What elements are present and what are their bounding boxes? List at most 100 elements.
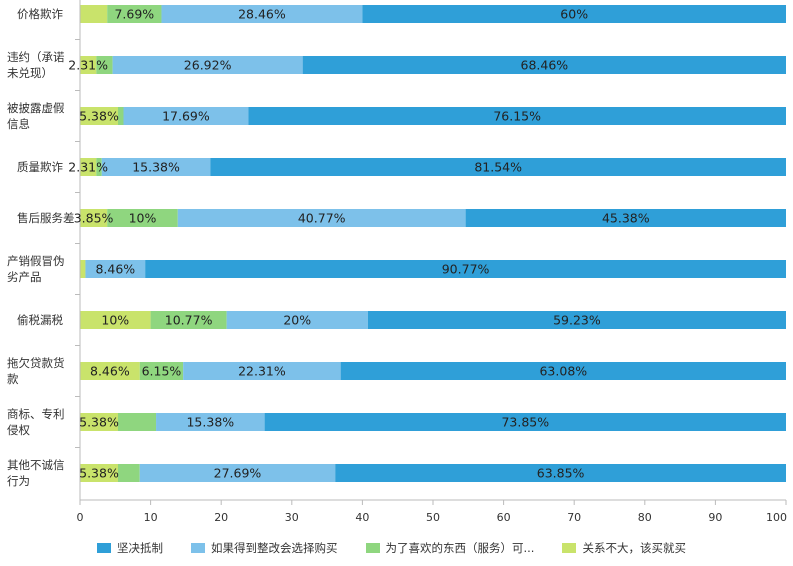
legend-label: 如果得到整改会选择购买 bbox=[211, 541, 338, 555]
x-tick-label: 90 bbox=[708, 511, 722, 524]
bar-segment bbox=[107, 5, 162, 23]
category-label: 被披露虚假信息 bbox=[7, 101, 65, 131]
data-label: 59.23% bbox=[553, 313, 601, 328]
x-tick-label: 80 bbox=[638, 511, 652, 524]
data-label: 3.85% bbox=[74, 211, 114, 226]
category-label-line: 未兑现） bbox=[7, 66, 53, 80]
x-tick-label: 50 bbox=[426, 511, 440, 524]
category-label-line: 款 bbox=[7, 372, 19, 386]
legend-item[interactable]: 如果得到整改会选择购买 bbox=[191, 540, 338, 556]
data-label: 22.31% bbox=[238, 364, 286, 379]
bar-segment bbox=[80, 158, 97, 176]
data-label: 2.31% bbox=[68, 160, 108, 175]
category-label-line: 质量欺诈 bbox=[17, 160, 63, 174]
bar-segment bbox=[96, 158, 102, 176]
axes: 0 10 20 30 40 50 60 70 80 90 100 bbox=[75, 0, 787, 524]
bar-segment bbox=[117, 107, 124, 125]
data-label: 15.38% bbox=[132, 160, 180, 175]
legend-swatch bbox=[562, 543, 577, 553]
bar-segment bbox=[335, 464, 786, 482]
data-label: 45.38% bbox=[602, 211, 650, 226]
category-label-line: 偷税漏税 bbox=[17, 313, 63, 327]
x-tick-label: 70 bbox=[567, 511, 581, 524]
category-label: 售后服务差 bbox=[17, 211, 75, 225]
legend-swatch bbox=[365, 543, 380, 553]
category-label: 偷税漏税 bbox=[17, 313, 63, 327]
category-label-line: 信息 bbox=[7, 117, 30, 131]
bar-segment bbox=[123, 107, 249, 125]
data-label: 63.85% bbox=[537, 466, 585, 481]
legend-item[interactable]: 关系不大，该买就买 bbox=[562, 540, 686, 556]
category-label-line: 拖欠贷款货 bbox=[7, 356, 65, 370]
x-tick-label: 0 bbox=[77, 511, 84, 524]
x-tick-label: 60 bbox=[497, 511, 511, 524]
bar-segment bbox=[145, 260, 786, 278]
data-label: 28.46% bbox=[238, 7, 286, 22]
category-label: 其他不诚信行为 bbox=[7, 458, 65, 488]
bar-segment bbox=[80, 5, 108, 23]
data-label: 26.92% bbox=[184, 58, 232, 73]
category-label-line: 商标、专利 bbox=[7, 407, 65, 421]
category-label-line: 劣产品 bbox=[7, 270, 42, 284]
bar-segment bbox=[367, 311, 786, 329]
bar-segment bbox=[340, 362, 786, 380]
bar-segment bbox=[139, 362, 184, 380]
category-label: 拖欠贷款货款 bbox=[7, 356, 65, 386]
bar-segment bbox=[80, 260, 86, 278]
x-tick-label: 40 bbox=[355, 511, 369, 524]
bar-segment bbox=[80, 56, 97, 74]
bar-segment bbox=[177, 209, 466, 227]
bar-segment bbox=[80, 464, 118, 482]
legend-label: 坚决抵制 bbox=[117, 541, 163, 555]
data-label: 5.38% bbox=[79, 466, 119, 481]
bar-segment bbox=[80, 362, 140, 380]
x-tick-label: 10 bbox=[144, 511, 158, 524]
data-label: 20% bbox=[283, 313, 311, 328]
bar-segment bbox=[101, 158, 211, 176]
legend-item[interactable]: 为了喜欢的东西（服务）可... bbox=[365, 540, 535, 556]
data-label: 60% bbox=[560, 7, 588, 22]
bar-segment bbox=[362, 5, 786, 23]
bar-segment bbox=[96, 56, 113, 74]
bar-segment bbox=[156, 413, 265, 431]
bar-segment bbox=[85, 260, 146, 278]
data-label: 8.46% bbox=[90, 364, 130, 379]
bar-segment bbox=[117, 413, 157, 431]
legend-item[interactable]: 坚决抵制 bbox=[97, 540, 163, 556]
legend-swatch bbox=[97, 543, 111, 553]
bar-segment bbox=[80, 311, 151, 329]
category-label-line: 产销假冒伪 bbox=[7, 254, 65, 268]
category-label-line: 价格欺诈 bbox=[17, 7, 63, 21]
data-label: 8.46% bbox=[95, 262, 135, 277]
bar-segment bbox=[302, 56, 786, 74]
bar-segment bbox=[226, 311, 368, 329]
category-label-line: 售后服务差 bbox=[17, 211, 75, 225]
x-tick-label: 30 bbox=[285, 511, 299, 524]
bar-segment bbox=[117, 464, 140, 482]
category-label-line: 行为 bbox=[7, 474, 30, 488]
bar-segment bbox=[107, 209, 178, 227]
bars-group bbox=[80, 5, 787, 482]
bar-segment bbox=[112, 56, 303, 74]
data-label: 17.69% bbox=[162, 109, 210, 124]
category-label-line: 被披露虚假 bbox=[7, 101, 65, 115]
data-labels: 7.69% 28.46% 60% 2.31% 26.92% 68.46% 5.38% 17.6… bbox=[68, 7, 649, 481]
data-label: 5.38% bbox=[79, 415, 119, 430]
data-label: 40.77% bbox=[298, 211, 346, 226]
category-label: 产销假冒伪劣产品 bbox=[7, 254, 65, 284]
data-label: 2.31% bbox=[68, 58, 108, 73]
category-label-line: 其他不诚信 bbox=[7, 458, 65, 472]
legend-label: 为了喜欢的东西（服务）可... bbox=[385, 541, 535, 555]
bar-segment bbox=[465, 209, 786, 227]
legend-swatch bbox=[191, 543, 205, 553]
data-label: 10.77% bbox=[165, 313, 213, 328]
bar-segment bbox=[248, 107, 787, 125]
category-label: 商标、专利侵权 bbox=[7, 407, 65, 437]
data-label: 7.69% bbox=[114, 7, 154, 22]
bar-segment bbox=[150, 311, 227, 329]
data-label: 73.85% bbox=[501, 415, 549, 430]
data-label: 81.54% bbox=[474, 160, 522, 175]
category-label: 质量欺诈 bbox=[17, 160, 63, 174]
bar-segment bbox=[183, 362, 341, 380]
